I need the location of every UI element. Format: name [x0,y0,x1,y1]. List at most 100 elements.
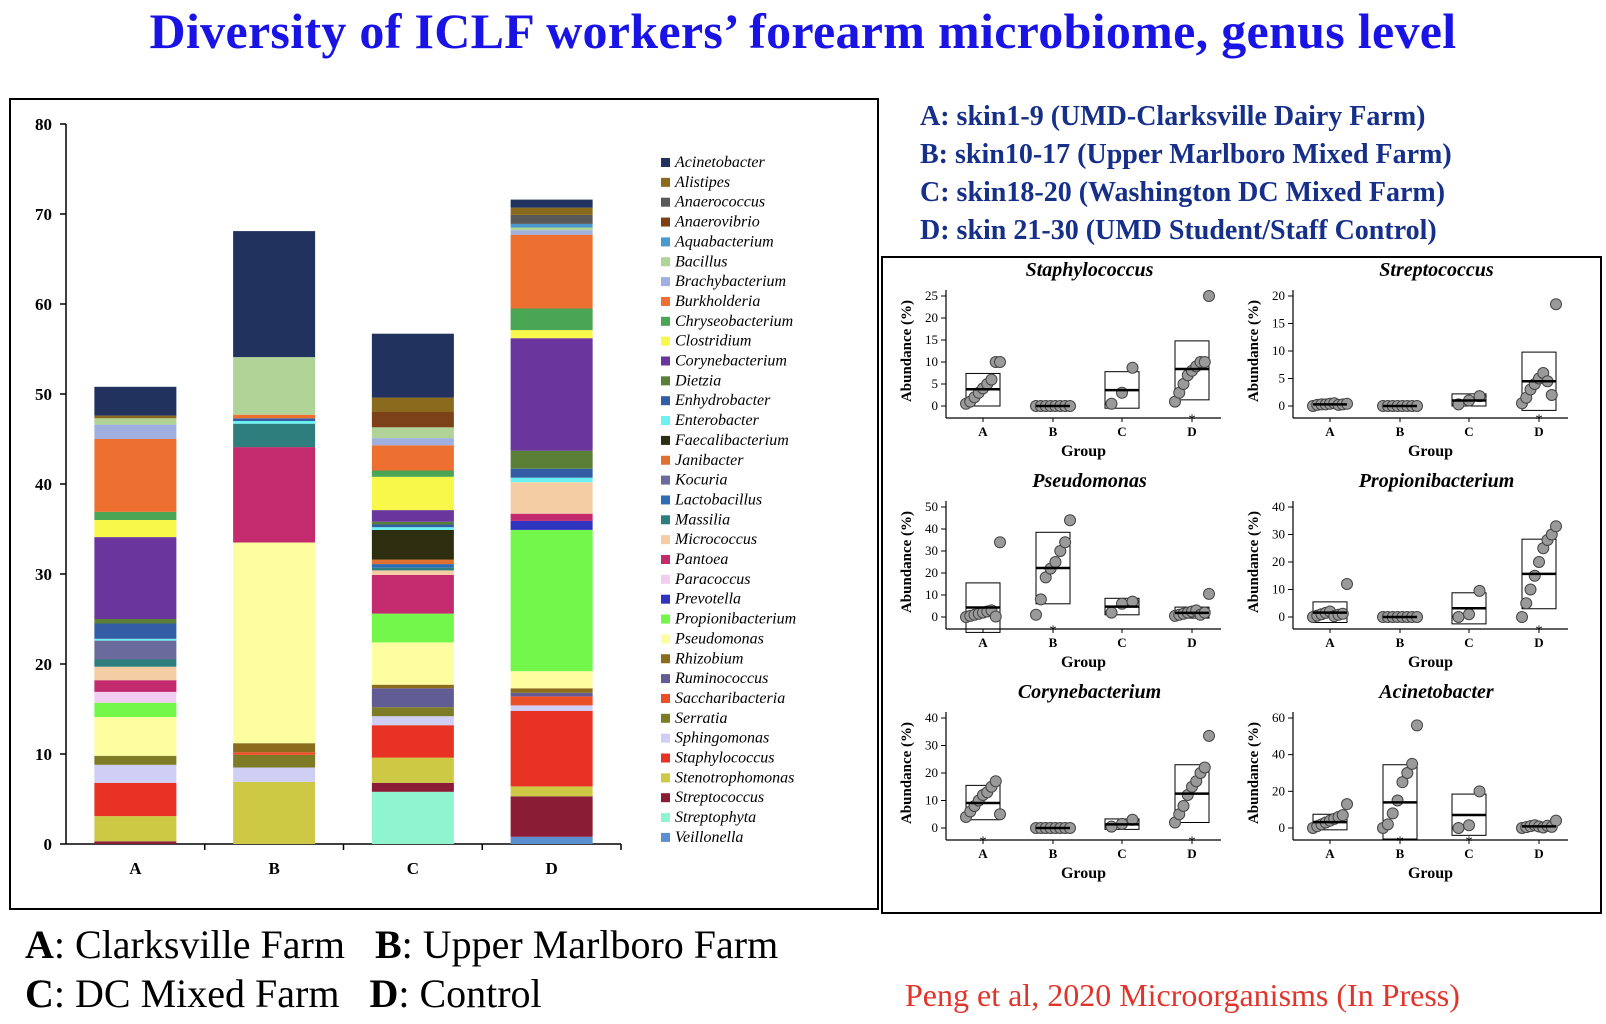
legend-swatch [661,356,670,366]
legend-label: Veillonella [675,829,743,846]
bar-segment [233,781,316,844]
bar-segment [510,692,593,697]
data-point [1411,719,1423,732]
legend-label: Chryseobacterium [675,313,793,330]
y-tick-label: 20 [925,565,938,580]
bar-segment [233,414,316,419]
legend-label: Anaerococcus [674,194,765,211]
data-point [1105,606,1118,619]
legend-swatch [661,237,670,247]
data-point [994,808,1006,821]
bar-segment [94,537,177,619]
x-axis-label: Group [1061,443,1106,460]
x-tick-label: C [1117,635,1126,650]
site-key-a: A: skin1-9 (UMD-Clarksville Dairy Farm) [920,101,1426,132]
legend-swatch [661,713,670,723]
x-axis-label: Group [1408,443,1453,460]
legend-label: Pseudomonas [674,630,764,647]
legend-label: Streptophyta [675,809,756,826]
legend-swatch [661,753,670,763]
data-point [1473,785,1486,798]
y-tick-label: 0 [932,820,939,835]
boxplot-title: Propionibacterium [1358,470,1515,492]
y-tick-label: 30 [1272,527,1285,542]
data-point [985,373,998,386]
legend-swatch [661,277,670,287]
bar-segment [371,476,454,511]
bar-segment [371,559,454,565]
data-point [994,536,1006,549]
x-tick-label: D [1187,635,1196,650]
x-tick-label: D [1534,846,1543,861]
bar-segment [94,666,177,681]
legend-swatch [661,177,670,187]
site-key-list: A: skin1-9 (UMD-Clarksville Dairy Farm) … [920,98,1452,250]
bar-segment [371,427,454,439]
x-tick-label: D [1534,635,1543,650]
legend-swatch [661,515,670,525]
bar-segment [510,836,593,844]
legend-label: Lactobacillus [674,491,762,508]
y-tick-label: 20 [1272,783,1285,798]
legend-label: Enhydrobacter [674,392,771,409]
y-tick-label: 5 [932,376,939,391]
data-point [1198,356,1211,368]
legend-swatch [661,217,670,227]
bar-segment [94,439,177,512]
y-axis-label: Abundance (%) [1246,511,1262,613]
legend-swatch [661,614,670,624]
x-tick-label: B [1396,846,1405,861]
data-point [1336,809,1349,822]
bar-segment [510,671,593,689]
x-tick-label: B [1396,424,1405,439]
legend-label: Massilia [674,511,730,528]
x-tick-label: C [1464,635,1473,650]
y-tick-label: 0 [1279,398,1286,413]
data-point [1533,556,1545,568]
boxplot: Pseudomonas 0 10 20 30 40 50 Abundance (%) A B C D G… [899,470,1221,671]
y-tick-label: 30 [925,543,938,558]
significance-star: * [979,834,987,850]
data-point [1386,807,1399,820]
bar-segment [94,520,177,538]
significance-star: * [1396,834,1404,850]
legend-swatch [661,158,670,167]
legend-label: Ruminococcus [674,670,768,687]
x-tick-label: C [407,859,419,878]
legend-swatch [661,594,670,604]
data-point [1396,776,1409,789]
x-tick-label: A [1325,846,1335,861]
footer-text-b: : Upper Marlboro Farm [401,922,779,967]
legend-swatch [661,296,670,306]
bar-segment [94,638,177,641]
boxplot: Corynebacterium 0 10 20 30 40 Abundance (%) A B C… [899,681,1221,882]
bar-segment [371,574,454,614]
data-point [1550,814,1562,827]
legend-label: Sphingomonas [675,730,769,747]
bar-segment [371,791,454,844]
boxplot-title: Pseudomonas [1031,470,1147,492]
x-tick-label: D [1187,424,1196,439]
bar-segment [510,477,593,483]
bar-segment [94,764,177,783]
legend-swatch [661,495,670,505]
legend-swatch [661,396,670,406]
y-tick-label: 25 [925,288,938,303]
boxplot: Propionibacterium 0 10 20 30 40 Abundance (%) A… [1246,470,1568,671]
bar-segment [233,423,316,448]
boxplot-panel: Staphylococcus 0 5 10 15 20 25 Abundance (%) A B C… [881,256,1602,914]
data-point [1203,587,1215,600]
legend-label: Enterobacter [674,412,760,429]
y-tick-label: 10 [35,745,52,764]
x-tick-label: A [1325,635,1335,650]
bar-segment [371,725,454,758]
legend-label: Corynebacterium [675,353,787,370]
x-tick-label: A [978,635,988,650]
y-tick-label: 40 [1272,499,1285,514]
legend-swatch [661,793,670,803]
data-point [1463,608,1475,621]
x-tick-label: D [545,859,557,878]
data-point [1034,593,1047,606]
significance-star: * [1049,623,1057,639]
y-tick-label: 10 [925,587,938,602]
